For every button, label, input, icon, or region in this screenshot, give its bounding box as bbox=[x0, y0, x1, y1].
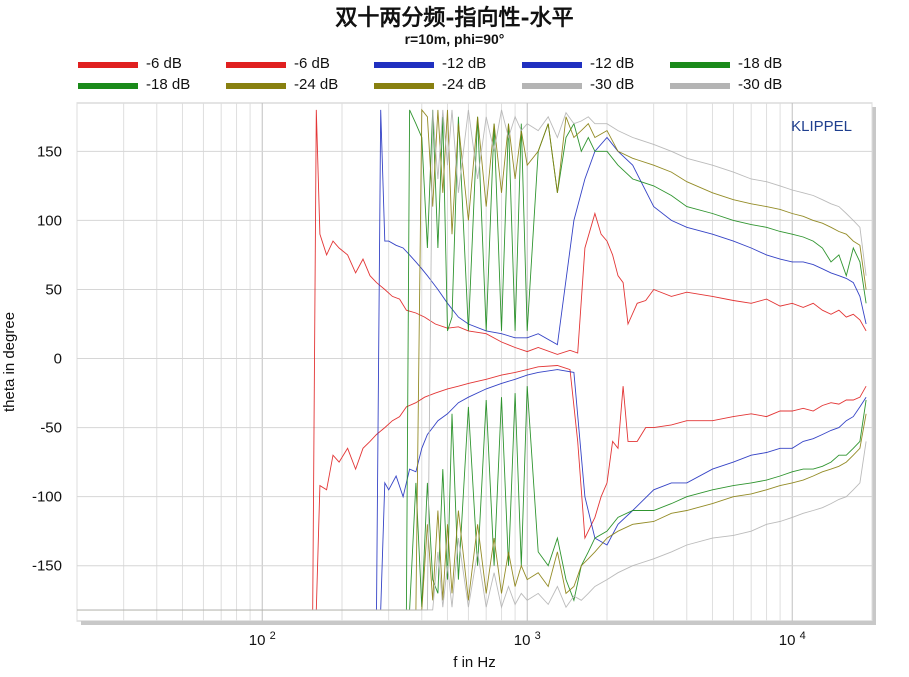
x-axis-label: f in Hz bbox=[453, 654, 496, 671]
legend-swatch bbox=[226, 83, 286, 89]
series-line bbox=[77, 365, 867, 611]
legend-swatch bbox=[522, 83, 582, 89]
legend-swatch bbox=[522, 62, 582, 68]
y-tick-label: -50 bbox=[40, 420, 62, 437]
y-tick-label: 50 bbox=[45, 281, 62, 298]
legend-label: -30 dB bbox=[590, 76, 635, 93]
klippel-watermark: KLIPPEL bbox=[791, 118, 852, 135]
legend-label: -30 dB bbox=[738, 76, 783, 93]
series-line bbox=[77, 441, 867, 611]
grid-lines bbox=[76, 103, 873, 621]
series-line bbox=[77, 109, 867, 611]
legend-label: -12 dB bbox=[442, 55, 487, 72]
y-tick-label: -150 bbox=[32, 558, 62, 575]
axis-labels: 150 100 50 0 -50 -100 -150 10 2 10 3 10 4 bbox=[32, 143, 806, 649]
series-line bbox=[77, 109, 867, 611]
legend-label: -6 dB bbox=[294, 55, 330, 72]
legend-label: -18 dB bbox=[738, 55, 783, 72]
legend-label: -24 dB bbox=[442, 76, 487, 93]
series-line bbox=[77, 109, 867, 611]
legend-swatch bbox=[670, 83, 730, 89]
legend-label: -18 dB bbox=[146, 76, 191, 93]
y-tick-label: 100 bbox=[37, 212, 62, 229]
y-tick-label: 150 bbox=[37, 143, 62, 160]
legend-swatch bbox=[78, 62, 138, 68]
chart-subtitle: r=10m, phi=90° bbox=[404, 31, 505, 47]
legend-swatch bbox=[374, 62, 434, 68]
x-tick-label: 10 3 bbox=[514, 630, 541, 649]
legend-swatch bbox=[670, 62, 730, 68]
y-axis-label: theta in degree bbox=[1, 312, 18, 412]
series-lines bbox=[77, 108, 867, 611]
legend-swatch bbox=[226, 62, 286, 68]
legend-label: -24 dB bbox=[294, 76, 339, 93]
legend-label: -12 dB bbox=[590, 55, 635, 72]
series-line bbox=[77, 413, 867, 611]
series-line bbox=[77, 108, 867, 611]
y-tick-label: 0 bbox=[54, 351, 62, 368]
legend-label: -6 dB bbox=[146, 55, 182, 72]
legend-swatch bbox=[78, 83, 138, 89]
chart-title: 双十两分频-指向性-水平 bbox=[335, 5, 574, 31]
legend-swatch bbox=[374, 83, 434, 89]
x-tick-label: 10 4 bbox=[779, 630, 806, 649]
series-line bbox=[77, 369, 867, 611]
series-line bbox=[77, 109, 867, 611]
y-tick-label: -100 bbox=[32, 489, 62, 506]
x-tick-label: 10 2 bbox=[249, 630, 276, 649]
